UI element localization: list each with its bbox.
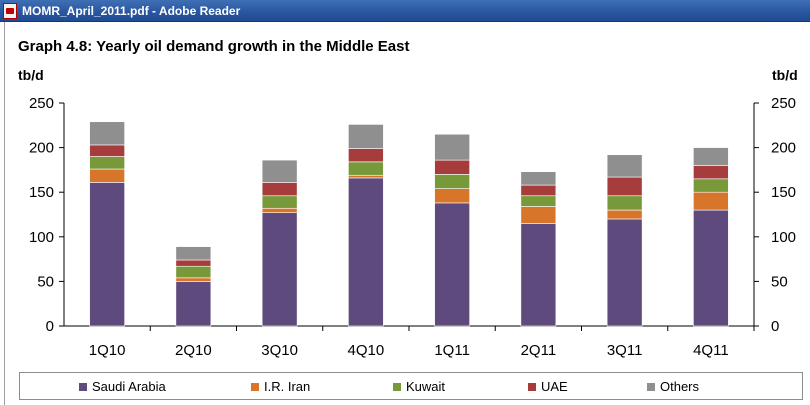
y-tick-label-right: 250 [771, 95, 796, 112]
y-tick-label-left: 200 [29, 140, 54, 157]
bar-saudi-arabia-2q10 [175, 281, 212, 327]
legend-item: UAE [528, 379, 568, 394]
y-tick-label-left: 150 [29, 184, 54, 201]
x-tick-label: 1Q11 [434, 342, 470, 359]
bar-uae-2q10 [175, 259, 212, 267]
x-tick-label: 2Q11 [521, 342, 557, 359]
bar-kuwait-1q11 [434, 174, 470, 189]
chart-legend: Saudi Arabia I.R. Iran Kuwait UAE Others [19, 372, 803, 400]
bar-others-1q10 [89, 121, 125, 146]
bar-i-r-iran-1q11 [434, 188, 470, 204]
chart-title: Graph 4.8: Yearly oil demand growth in t… [18, 38, 410, 55]
document-view [4, 22, 810, 405]
bar-i-r-iran-3q11 [606, 209, 643, 220]
y-tick-label-right: 50 [771, 273, 788, 290]
bar-uae-4q11 [693, 165, 729, 180]
bar-kuwait-1q10 [89, 156, 125, 170]
bar-i-r-iran-1q10 [89, 168, 125, 183]
legend-label: Others [660, 379, 700, 394]
legend-swatch [647, 382, 655, 391]
bar-kuwait-3q11 [606, 195, 643, 211]
y-tick-label-left: 0 [46, 318, 54, 335]
legend-label: UAE [541, 379, 568, 394]
x-tick-label: 4Q10 [348, 342, 385, 359]
bar-i-r-iran-2q10 [175, 277, 212, 282]
x-tick-label: 3Q11 [607, 342, 643, 359]
y-tick-label-left: 100 [29, 229, 54, 246]
legend-item: Saudi Arabia [79, 379, 166, 394]
y-tick-label-left: 250 [29, 95, 54, 112]
legend-item: Kuwait [393, 379, 445, 394]
bar-saudi-arabia-4q10 [348, 177, 384, 327]
x-tick-label: 4Q11 [693, 342, 729, 359]
legend-swatch [251, 382, 259, 391]
bar-uae-3q10 [261, 182, 298, 197]
legend-swatch [528, 382, 536, 391]
bar-kuwait-4q11 [693, 178, 729, 193]
bar-i-r-iran-4q10 [348, 174, 384, 179]
bar-kuwait-3q10 [261, 195, 298, 209]
bar-i-r-iran-4q11 [693, 191, 729, 211]
legend-label: Saudi Arabia [92, 379, 166, 394]
y-tick-label-right: 100 [771, 229, 796, 246]
window-title: MOMR_April_2011.pdf - Adobe Reader [22, 3, 241, 18]
y-axis-label-left: tb/d [18, 67, 44, 83]
bar-others-4q11 [693, 147, 729, 166]
bar-others-1q11 [434, 133, 470, 161]
x-tick-label: 2Q10 [175, 342, 212, 359]
bar-i-r-iran-2q11 [520, 206, 557, 224]
bar-saudi-arabia-3q11 [606, 218, 643, 327]
bar-saudi-arabia-1q10 [89, 182, 125, 327]
bar-saudi-arabia-1q11 [434, 202, 470, 327]
legend-item: I.R. Iran [251, 379, 310, 394]
y-tick-label-left: 50 [37, 273, 54, 290]
y-tick-label-right: 150 [771, 184, 796, 201]
y-axis-label-right: tb/d [772, 67, 798, 83]
bar-uae-4q10 [348, 148, 384, 163]
x-tick-label: 1Q10 [89, 342, 126, 359]
legend-label: I.R. Iran [264, 379, 311, 394]
bar-others-2q11 [520, 171, 557, 186]
bar-uae-3q11 [606, 176, 643, 197]
bar-uae-2q11 [520, 184, 557, 197]
bar-uae-1q11 [434, 159, 470, 175]
bar-kuwait-4q10 [348, 161, 384, 176]
pdf-app-icon [3, 2, 17, 19]
bar-i-r-iran-3q10 [261, 207, 298, 214]
legend-swatch [393, 382, 401, 391]
bar-saudi-arabia-3q10 [261, 212, 298, 327]
legend-label: Kuwait [406, 379, 446, 394]
bar-kuwait-2q11 [520, 195, 557, 207]
bar-others-2q10 [175, 246, 212, 261]
y-tick-label-right: 0 [771, 318, 779, 335]
bar-uae-1q10 [89, 144, 125, 157]
bar-others-3q10 [261, 159, 298, 183]
bar-saudi-arabia-2q11 [520, 223, 557, 327]
legend-swatch [79, 382, 87, 391]
y-tick-label-right: 200 [771, 140, 796, 157]
legend-item: Others [647, 379, 699, 394]
bar-others-3q11 [606, 154, 643, 178]
window-titlebar: MOMR_April_2011.pdf - Adobe Reader [0, 0, 810, 22]
bar-others-4q10 [348, 124, 384, 149]
bar-saudi-arabia-4q11 [693, 209, 729, 327]
bar-kuwait-2q10 [175, 265, 212, 279]
x-tick-label: 3Q10 [261, 342, 298, 359]
